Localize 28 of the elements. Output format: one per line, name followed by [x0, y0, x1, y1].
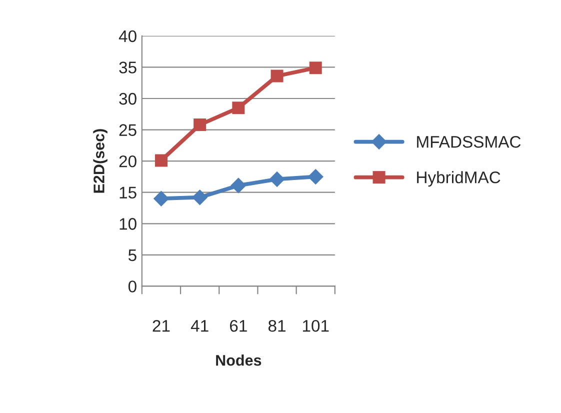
x-tick-label: 81	[268, 320, 286, 332]
x-tick-label: 41	[190, 320, 208, 332]
y-tick-label: 20	[119, 155, 136, 168]
point	[270, 70, 284, 82]
x-axis-title: Nodes	[216, 354, 262, 366]
y-tick-label: 35	[119, 62, 136, 74]
point	[269, 171, 285, 188]
point	[194, 118, 206, 132]
point	[309, 62, 322, 74]
y-tick-label: 5	[128, 249, 136, 262]
legend-label: HybridMAC	[417, 171, 500, 187]
x-tick-label: 21	[152, 320, 170, 332]
y-tick-label: 40	[118, 30, 136, 42]
y-tick-label: 25	[119, 124, 136, 136]
y-tick-label: 0	[128, 280, 136, 292]
point	[154, 154, 168, 167]
y-tick-label: 10	[120, 218, 136, 230]
point	[192, 190, 208, 206]
point	[230, 178, 246, 194]
y-tick-label: 15	[120, 186, 136, 199]
point	[308, 168, 324, 185]
point	[153, 190, 170, 206]
y-axis-title: E2D(sec)	[93, 129, 108, 193]
point	[232, 102, 245, 114]
legend-label: MFADSSMAC	[417, 136, 521, 148]
x-tick-label: 61	[230, 320, 247, 332]
y-tick-label: 30	[119, 92, 136, 105]
x-tick-label: 101	[302, 320, 329, 332]
